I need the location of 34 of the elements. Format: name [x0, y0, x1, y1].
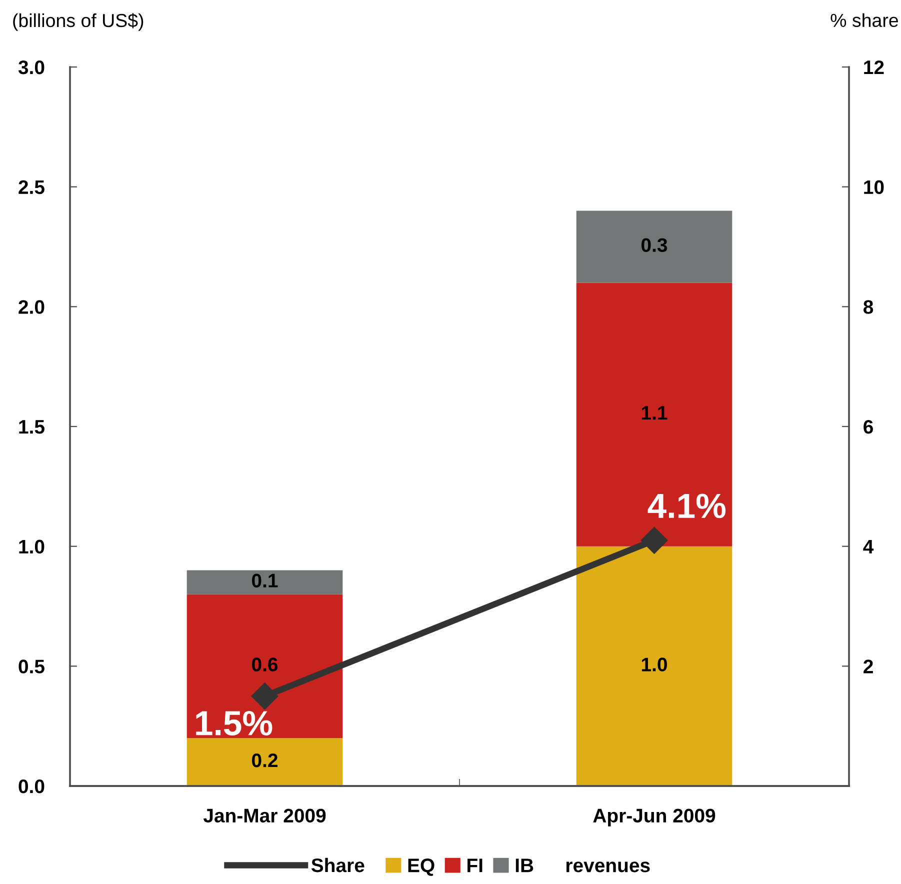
bar: [186, 738, 343, 786]
y-tick-label: 1.0: [19, 540, 44, 554]
y2-tick-label: 6: [864, 420, 873, 434]
legend-label: FI: [468, 858, 482, 872]
y2-axis-title: % share: [830, 13, 898, 28]
bar: [576, 282, 732, 546]
y-tick-label: 3.0: [18, 60, 44, 74]
y-tick-label: 2.5: [18, 180, 44, 194]
data-label: 1.5%: [196, 711, 272, 736]
data-label: 0.6: [252, 658, 278, 672]
y-axis-title: (billions of US$): [13, 13, 144, 31]
legend-label: IB: [516, 858, 534, 872]
legend-label: EQ: [408, 858, 434, 876]
y-tick-label: 2.0: [18, 300, 44, 314]
text: revenues: [566, 862, 650, 872]
y2-tick-label: 4: [863, 540, 874, 554]
data-label: 4.1%: [648, 494, 726, 518]
data-label: 0.2: [252, 753, 278, 768]
y-tick-label: 0.5: [18, 660, 44, 674]
y2-tick-label: 12: [864, 60, 884, 74]
bar: [576, 210, 732, 283]
y2-tick-label: 10: [864, 180, 884, 194]
y2-tick-label: 2: [864, 660, 873, 674]
y-tick-label: 1.5: [19, 420, 44, 434]
data-label: 0.1: [252, 574, 278, 588]
data-label: 1.1: [642, 406, 668, 420]
y-tick-label: 0.0: [18, 779, 44, 794]
data-label: 0.3: [642, 238, 668, 252]
y2-tick-label: 8: [864, 300, 874, 314]
legend-label: Share: [311, 858, 364, 872]
bar: [186, 570, 343, 594]
x-tick-label: Apr-Jun 2009: [593, 808, 716, 826]
data-label: 1.0: [642, 658, 667, 672]
x-tick-label: Jan-Mar 2009: [203, 808, 326, 823]
